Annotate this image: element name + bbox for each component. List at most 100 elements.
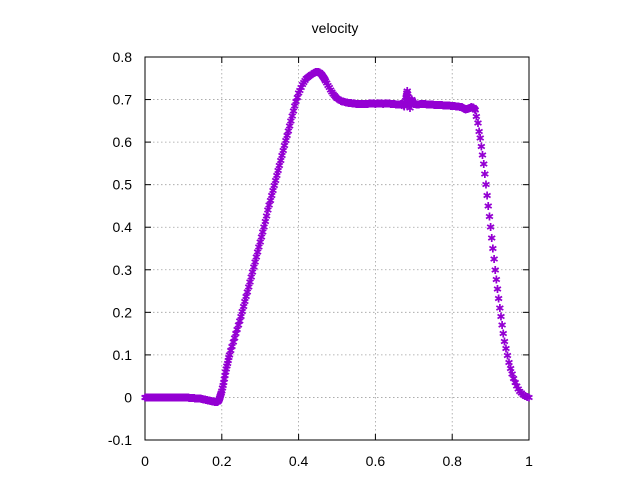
data-point: ✱ — [478, 149, 487, 162]
data-point: ✱ — [153, 391, 162, 404]
data-point: ✱ — [446, 100, 455, 113]
data-point: ✱ — [192, 392, 201, 405]
data-point: ✱ — [399, 100, 408, 113]
data-point: ✱ — [317, 68, 326, 81]
data-point: ✱ — [404, 96, 413, 109]
data-point: ✱ — [181, 391, 190, 404]
data-point: ✱ — [459, 102, 468, 115]
data-point: ✱ — [426, 99, 435, 112]
data-point: ✱ — [208, 395, 217, 408]
data-point: ✱ — [499, 328, 508, 341]
data-point: ✱ — [327, 86, 336, 99]
data-point: ✱ — [242, 291, 251, 304]
data-point: ✱ — [457, 101, 466, 114]
data-point: ✱ — [511, 377, 520, 390]
data-point: ✱ — [454, 101, 463, 114]
data-point: ✱ — [402, 89, 411, 102]
data-point: ✱ — [177, 391, 186, 404]
data-point: ✱ — [361, 98, 370, 111]
data-point: ✱ — [521, 390, 530, 403]
data-point: ✱ — [496, 311, 505, 324]
data-point: ✱ — [311, 66, 320, 79]
data-point: ✱ — [156, 391, 165, 404]
data-point: ✱ — [191, 392, 200, 405]
data-point: ✱ — [318, 69, 327, 82]
data-point: ✱ — [456, 101, 465, 114]
data-point: ✱ — [245, 276, 254, 289]
data-point: ✱ — [402, 87, 411, 100]
data-point: ✱ — [233, 323, 242, 336]
ticks-layer: 0 0.2 0.4 0.6 0.8 10.80.70.60.50.40.30.20.10-… — [108, 49, 533, 469]
data-point: ✱ — [197, 393, 206, 406]
data-point: ✱ — [162, 391, 171, 404]
data-point: ✱ — [257, 231, 266, 244]
data-point: ✱ — [140, 391, 149, 404]
data-point: ✱ — [206, 395, 215, 408]
data-point: ✱ — [284, 125, 293, 138]
data-point: ✱ — [507, 368, 516, 381]
data-point: ✱ — [481, 179, 490, 192]
data-point: ✱ — [214, 394, 223, 407]
data-point: ✱ — [462, 103, 471, 116]
data-point: ✱ — [396, 98, 405, 111]
data-point: ✱ — [215, 391, 224, 404]
data-point: ✱ — [222, 360, 231, 373]
data-point: ✱ — [339, 96, 348, 109]
data-point: ✱ — [440, 100, 449, 113]
data-point: ✱ — [141, 391, 150, 404]
data-point: ✱ — [149, 391, 158, 404]
data-point: ✱ — [144, 391, 153, 404]
data-point: ✱ — [371, 98, 380, 111]
data-point: ✱ — [307, 69, 316, 82]
data-point: ✱ — [172, 391, 181, 404]
data-point: ✱ — [460, 103, 469, 116]
data-point: ✱ — [362, 98, 371, 111]
data-point: ✱ — [320, 74, 329, 87]
data-point: ✱ — [194, 393, 203, 406]
data-point: ✱ — [322, 77, 331, 90]
data-point: ✱ — [162, 391, 171, 404]
data-point: ✱ — [181, 391, 190, 404]
data-point: ✱ — [378, 98, 387, 111]
data-point: ✱ — [325, 82, 334, 95]
y-tick-label: 0.8 — [113, 49, 133, 65]
data-point: ✱ — [358, 98, 367, 111]
data-point: ✱ — [445, 100, 454, 113]
data-point: ✱ — [243, 286, 252, 299]
data-point: ✱ — [285, 120, 294, 133]
data-point: ✱ — [276, 155, 285, 168]
data-point: ✱ — [430, 99, 439, 112]
data-point: ✱ — [373, 98, 382, 111]
data-point: ✱ — [258, 226, 267, 239]
plot-frame — [144, 56, 530, 441]
data-point: ✱ — [375, 97, 384, 110]
data-point: ✱ — [169, 391, 178, 404]
data-point: ✱ — [363, 98, 372, 111]
data-point: ✱ — [195, 393, 204, 406]
data-point: ✱ — [158, 391, 167, 404]
data-point: ✱ — [425, 99, 434, 112]
data-point: ✱ — [353, 98, 362, 111]
data-point: ✱ — [202, 394, 211, 407]
data-point: ✱ — [309, 67, 318, 80]
data-point: ✱ — [254, 241, 263, 254]
data-point: ✱ — [487, 232, 496, 245]
data-point: ✱ — [492, 274, 501, 287]
data-point: ✱ — [427, 99, 436, 112]
data-point: ✱ — [407, 96, 416, 109]
data-point: ✱ — [473, 117, 482, 130]
data-point: ✱ — [274, 164, 283, 177]
data-point: ✱ — [268, 184, 277, 197]
data-point: ✱ — [477, 140, 486, 153]
data-point: ✱ — [326, 84, 335, 97]
data-point: ✱ — [514, 383, 523, 396]
data-point: ✱ — [151, 391, 160, 404]
data-point: ✱ — [188, 392, 197, 405]
data-point: ✱ — [197, 393, 206, 406]
data-point: ✱ — [168, 391, 177, 404]
data-point: ✱ — [515, 385, 524, 398]
data-point: ✱ — [394, 99, 403, 112]
data-point: ✱ — [450, 100, 459, 113]
data-point: ✱ — [183, 391, 192, 404]
data-point: ✱ — [262, 210, 271, 223]
